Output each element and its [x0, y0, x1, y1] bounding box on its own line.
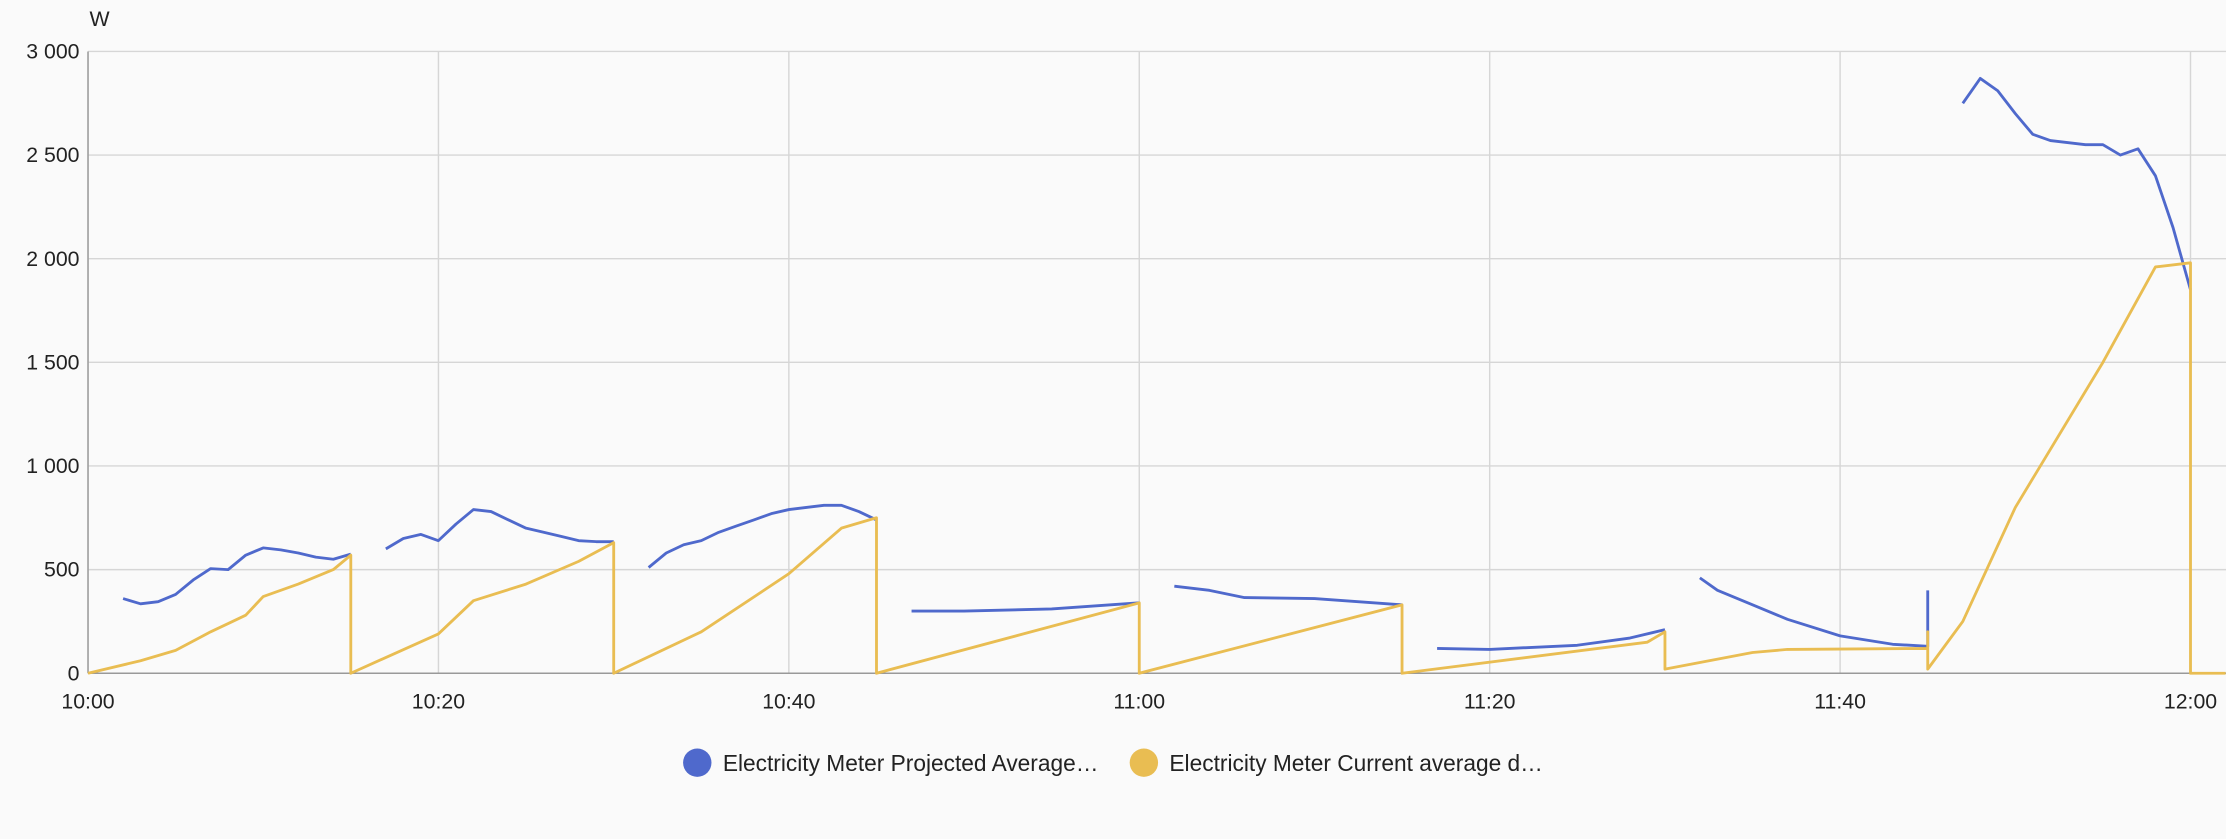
legend-swatch [683, 748, 712, 777]
y-tick-label: 1 500 [26, 350, 79, 374]
y-tick-label: 0 [68, 661, 80, 685]
legend-label: Electricity Meter Current average d… [1169, 750, 1542, 776]
legend-swatch [1129, 748, 1159, 777]
y-tick-label: 3 000 [26, 40, 79, 64]
x-tick-label: 10:20 [412, 690, 465, 714]
x-tick-label: 10:00 [61, 690, 114, 714]
legend-item: Electricity Meter Projected Average… [683, 748, 1099, 777]
x-tick-label: 11:40 [1814, 690, 1866, 714]
legend-label: Electricity Meter Projected Average… [723, 750, 1099, 776]
x-tick-label: 11:00 [1113, 690, 1165, 714]
y-axis-label: W [89, 7, 110, 31]
x-tick-label: 11:20 [1464, 690, 1516, 714]
y-tick-label: 2 500 [26, 143, 79, 167]
x-tick-label: 10:40 [762, 690, 815, 714]
x-tick-label: 12:00 [2164, 690, 2217, 714]
legend-item: Electricity Meter Current average d… [1129, 748, 1543, 777]
legend: Electricity Meter Projected Average… Elec… [683, 748, 1543, 777]
y-tick-label: 500 [44, 558, 80, 582]
series-line [87, 261, 2226, 675]
series-line [122, 76, 2192, 651]
y-tick-label: 1 000 [26, 454, 79, 478]
y-tick-label: 2 000 [26, 247, 79, 271]
